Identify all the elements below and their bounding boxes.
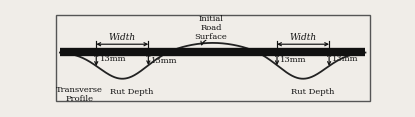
Text: Transverse
Profile: Transverse Profile — [56, 86, 103, 103]
Text: Rut Depth: Rut Depth — [110, 88, 154, 96]
Text: Width: Width — [109, 33, 136, 42]
Text: Rut Depth: Rut Depth — [291, 88, 334, 96]
Text: 13mm: 13mm — [100, 55, 127, 63]
Text: Initial
Road
Surface: Initial Road Surface — [195, 15, 227, 41]
Text: 13mm: 13mm — [151, 57, 178, 65]
Text: 13mm: 13mm — [280, 56, 306, 64]
Text: Width: Width — [290, 33, 317, 42]
Text: 13mm: 13mm — [332, 55, 358, 63]
